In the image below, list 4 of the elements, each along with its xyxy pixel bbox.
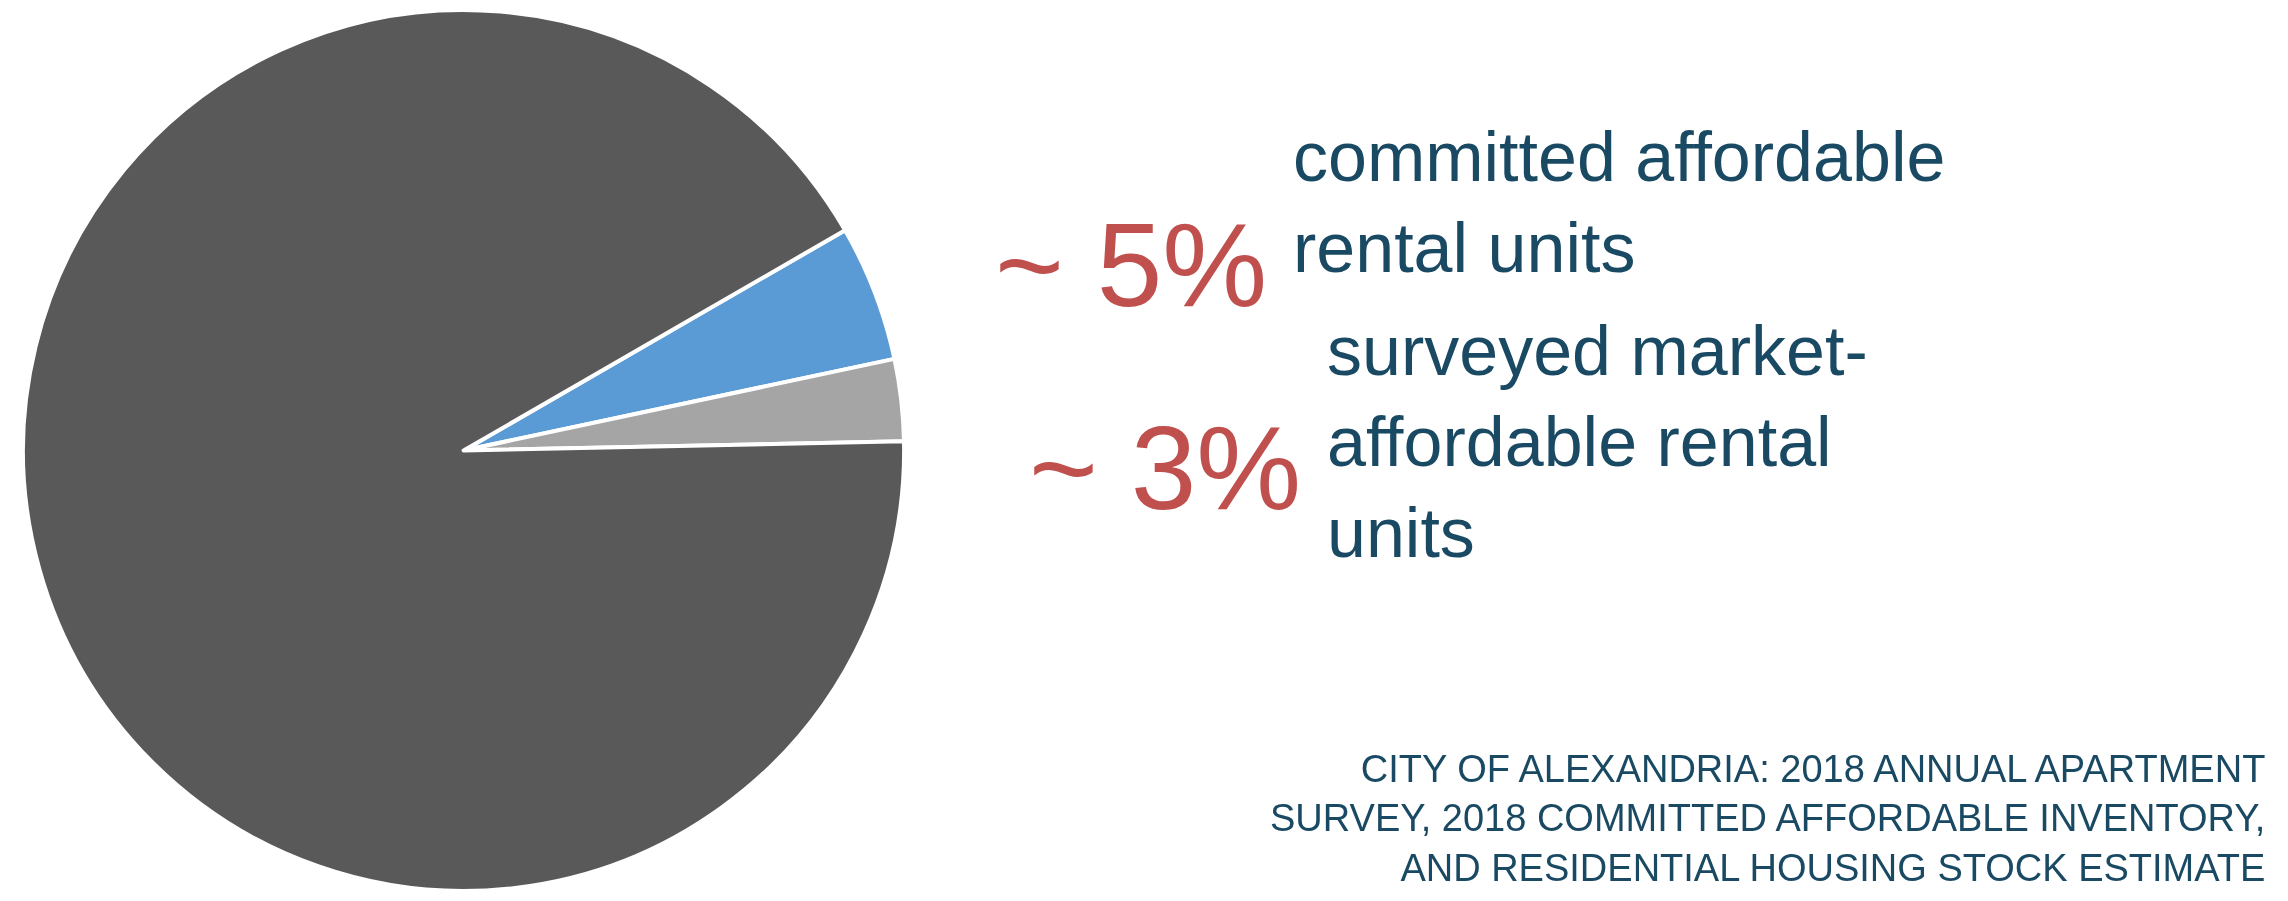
data-label: ~ 5%	[995, 199, 1268, 331]
text: CITY OF ALEXANDRIA: 2018 ANNUAL APARTMENT SURVEY, 2018 COMMITTED AFFORDABLE INVENTORY, AND RESIDENTIAL HOUSING STOCK ESTIMATE	[1270, 748, 2266, 889]
data-label: ~ 3%	[1029, 402, 1302, 534]
slice-label: surveyed market-affordable rental units	[1327, 312, 1868, 572]
